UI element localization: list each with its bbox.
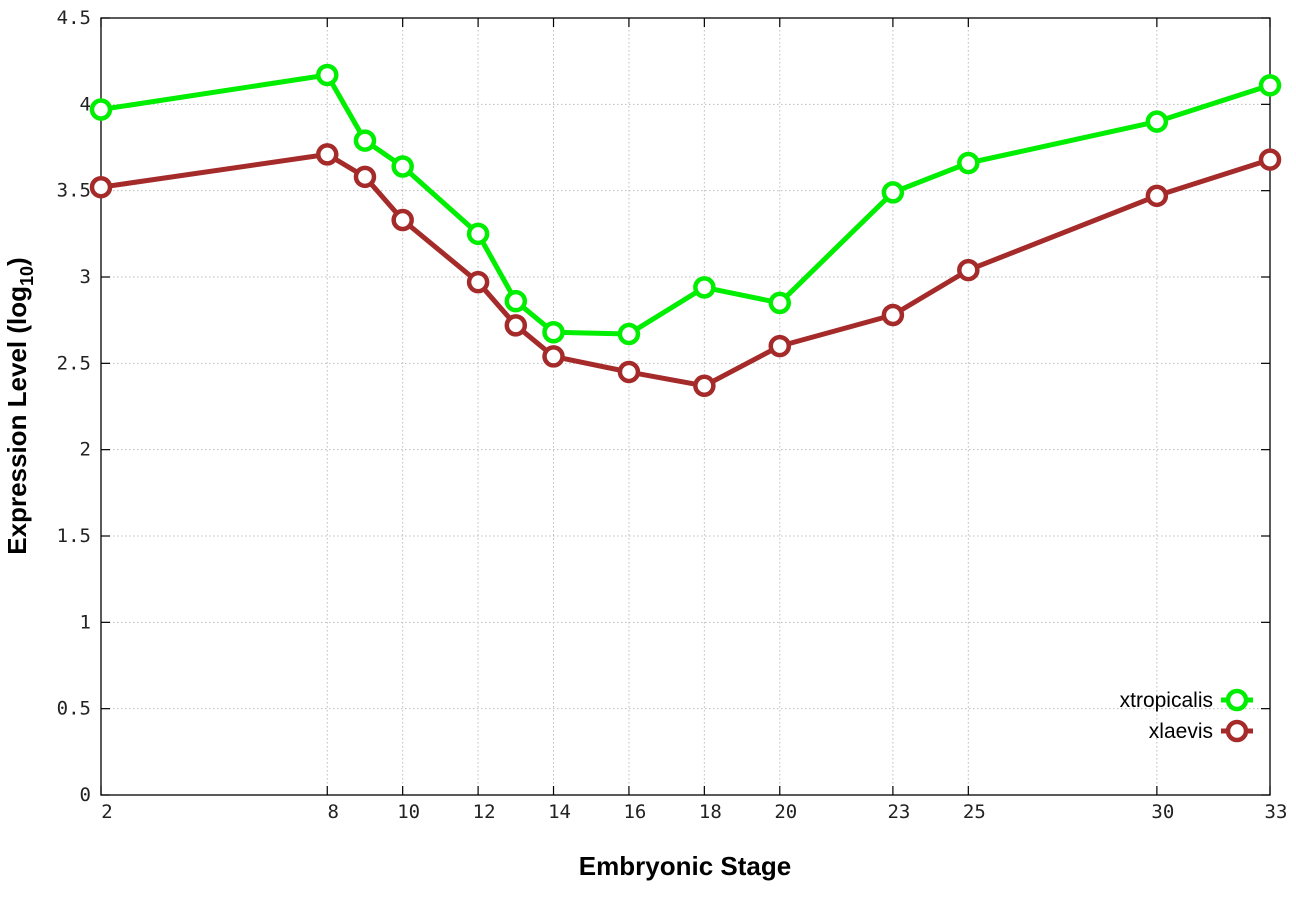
x-tick-label: 23 xyxy=(887,801,910,823)
x-tick-label: 33 xyxy=(1265,801,1288,823)
x-tick-label: 10 xyxy=(397,801,420,823)
series-group xyxy=(89,63,1282,398)
x-axis-title: Embryonic Stage xyxy=(579,851,791,881)
grid xyxy=(101,18,1270,795)
data-point-xlaevis xyxy=(89,175,113,199)
y-axis-title: Expression Level (log10) xyxy=(2,257,37,554)
data-point-xlaevis xyxy=(617,360,641,384)
x-tick-label: 25 xyxy=(963,801,986,823)
data-point-xtropicalis xyxy=(353,129,377,152)
data-point-xtropicalis xyxy=(693,276,716,299)
data-point-xlaevis xyxy=(1145,184,1169,208)
data-point-xtropicalis xyxy=(504,289,528,313)
data-point-xlaevis xyxy=(957,258,980,282)
x-tick-label: 20 xyxy=(774,801,797,823)
y-axis-title-subscript: 10 xyxy=(17,266,37,286)
data-point-xlaevis xyxy=(881,303,905,327)
y-tick-label: 2.5 xyxy=(57,352,91,374)
data-point-xtropicalis xyxy=(957,151,980,175)
data-point-xlaevis xyxy=(1258,148,1282,171)
x-tick-label: 30 xyxy=(1151,801,1174,823)
y-tick-label: 1 xyxy=(80,611,91,633)
legend-label: xtropicalis xyxy=(1120,689,1213,712)
legend-swatch-marker xyxy=(1225,719,1249,743)
y-tick-label: 4 xyxy=(80,93,91,115)
data-point-xtropicalis xyxy=(768,291,792,315)
data-point-xlaevis xyxy=(391,208,414,232)
data-point-xtropicalis xyxy=(1145,110,1169,133)
y-tick-label: 2 xyxy=(80,439,91,461)
data-point-xtropicalis xyxy=(542,321,565,344)
y-axis-title-suffix: ) xyxy=(2,257,32,266)
data-point-xtropicalis xyxy=(617,322,641,346)
data-point-xlaevis xyxy=(504,314,528,337)
x-tick-label: 18 xyxy=(699,801,722,823)
series-line-xtropicalis xyxy=(100,72,1271,337)
data-point-xlaevis xyxy=(693,374,716,398)
legend-label: xlaevis xyxy=(1149,720,1213,743)
data-point-xlaevis xyxy=(466,270,490,294)
y-tick-label: 3.5 xyxy=(57,180,91,202)
series-line-xlaevis xyxy=(100,151,1271,389)
y-tick-label: 1.5 xyxy=(57,525,91,547)
data-point-xtropicalis xyxy=(881,181,905,204)
y-tick-label: 0.5 xyxy=(57,698,91,720)
data-point-xlaevis xyxy=(353,165,377,189)
y-tick-label: 0 xyxy=(80,784,91,806)
x-tick-label: 8 xyxy=(328,801,339,823)
y-tick-label: 3 xyxy=(80,266,91,288)
plot-frame xyxy=(100,17,1271,796)
data-point-xtropicalis xyxy=(316,63,339,87)
x-tick-label: 14 xyxy=(548,801,571,823)
x-tick-label: 12 xyxy=(473,801,496,823)
data-point-xtropicalis xyxy=(466,222,490,246)
data-point-xlaevis xyxy=(542,345,565,368)
x-tick-label: 16 xyxy=(623,801,646,823)
legend: xtropicalis xlaevis xyxy=(1120,688,1253,743)
data-point-xlaevis xyxy=(316,143,339,166)
axis-ticks: 0 0.5 1 1.5 2 2.5 3 3.5 4 4.5 2 8 10 12 14 16 18 20 23 25 30… xyxy=(57,7,1288,823)
y-tick-label: 4.5 xyxy=(57,7,91,29)
data-point-xlaevis xyxy=(768,334,792,358)
legend-swatch-marker xyxy=(1225,688,1249,712)
data-point-xtropicalis xyxy=(89,98,113,121)
data-point-xtropicalis xyxy=(391,155,414,178)
x-tick-label: 2 xyxy=(101,801,112,823)
data-point-xtropicalis xyxy=(1258,74,1282,97)
y-axis-title-main: Expression Level (log xyxy=(2,286,32,555)
